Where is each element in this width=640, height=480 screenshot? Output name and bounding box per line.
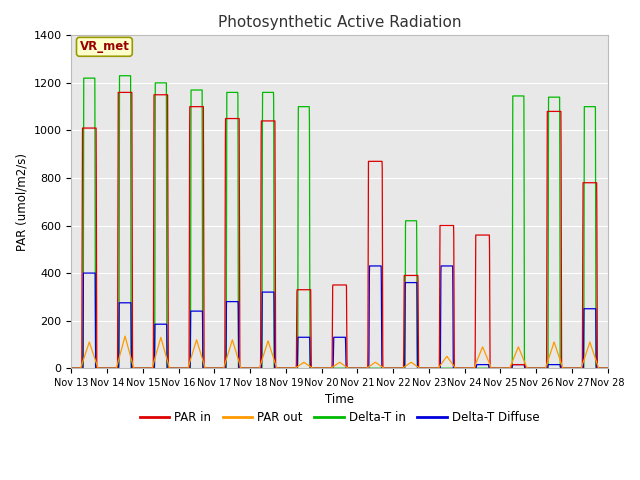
Line: Delta-T Diffuse: Delta-T Diffuse (72, 266, 608, 368)
Delta-T Diffuse (296, 335, 304, 340)
Delta-T in (68, 365, 76, 371)
Line: Delta-T in: Delta-T in (72, 76, 608, 368)
PAR out (536, 365, 543, 371)
Title: Photosynthetic Active Radiation: Photosynthetic Active Radiation (218, 15, 461, 30)
Delta-T in (604, 365, 612, 371)
PAR in (604, 365, 612, 371)
Delta-T Diffuse (129, 365, 136, 371)
Delta-T in (116, 73, 124, 79)
Text: VR_met: VR_met (79, 40, 129, 53)
PAR out (593, 362, 601, 368)
Delta-T in (273, 365, 281, 371)
Delta-T Diffuse (604, 365, 612, 371)
PAR out (161, 348, 168, 354)
Delta-T in (593, 365, 601, 371)
Delta-T Diffuse (536, 365, 543, 371)
Delta-T Diffuse (365, 263, 373, 269)
PAR out (68, 365, 76, 371)
Delta-T Diffuse (273, 365, 281, 371)
Line: PAR in: PAR in (72, 92, 608, 368)
PAR in (129, 365, 136, 371)
Delta-T Diffuse (161, 321, 168, 327)
Delta-T Diffuse (68, 365, 76, 371)
PAR out (604, 365, 612, 371)
PAR out (129, 362, 136, 368)
PAR in (297, 287, 305, 293)
Delta-T in (297, 104, 305, 109)
Delta-T in (536, 365, 543, 371)
PAR in (593, 365, 601, 371)
PAR in (115, 89, 122, 95)
PAR in (536, 365, 543, 371)
Delta-T Diffuse (593, 365, 601, 371)
PAR in (273, 365, 281, 371)
Delta-T in (129, 365, 136, 371)
PAR in (161, 92, 168, 97)
X-axis label: Time: Time (325, 394, 354, 407)
PAR in (68, 365, 76, 371)
Line: PAR out: PAR out (72, 336, 608, 368)
PAR out (121, 333, 129, 339)
PAR out (273, 365, 281, 371)
Delta-T in (161, 80, 168, 86)
PAR out (297, 361, 305, 367)
Y-axis label: PAR (umol/m2/s): PAR (umol/m2/s) (15, 153, 28, 251)
Legend: PAR in, PAR out, Delta-T in, Delta-T Diffuse: PAR in, PAR out, Delta-T in, Delta-T Dif… (135, 407, 544, 429)
